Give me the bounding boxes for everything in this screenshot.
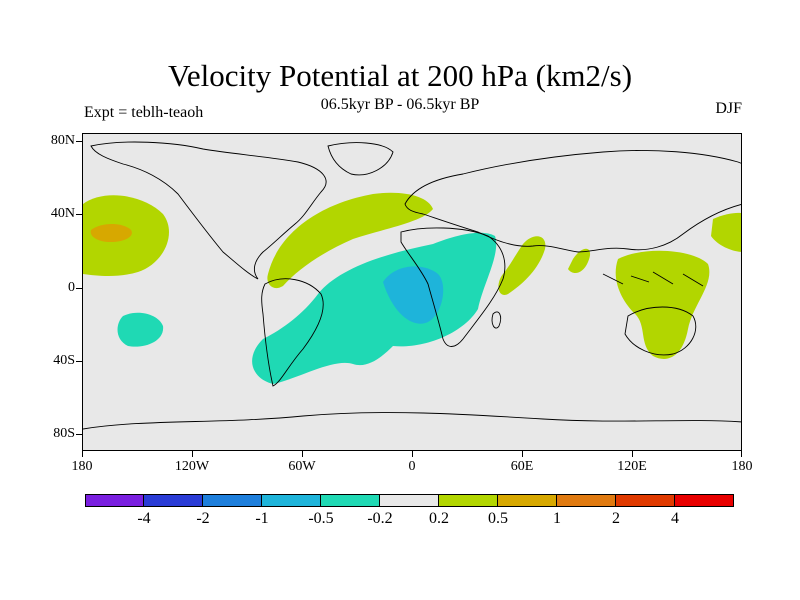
colorbar-label: 0.5 xyxy=(488,510,508,527)
y-tick xyxy=(76,434,82,435)
colorbar-segment xyxy=(557,494,616,507)
colorbar-label: 4 xyxy=(671,510,679,527)
coast-europe-asia xyxy=(404,150,741,253)
colorbar-label: 2 xyxy=(612,510,620,527)
colorbar-segment xyxy=(616,494,675,507)
coastlines xyxy=(83,141,741,430)
colorbar-segment xyxy=(262,494,321,507)
region-india-positive xyxy=(568,248,591,274)
region-maritime-continent-positive xyxy=(615,250,710,359)
x-axis-label: 120E xyxy=(617,459,647,474)
y-axis-label: 40S xyxy=(53,353,75,368)
x-tick xyxy=(522,451,523,457)
coast-madagascar xyxy=(491,311,502,329)
y-tick xyxy=(76,214,82,215)
x-axis-label: 60W xyxy=(288,459,316,474)
y-axis-label: 0 xyxy=(68,280,75,295)
coast-greenland xyxy=(327,142,394,176)
x-tick xyxy=(412,451,413,457)
colorbar-segment xyxy=(439,494,498,507)
coast-australia xyxy=(624,306,697,356)
colorbar xyxy=(85,494,734,507)
colorbar-label: 1 xyxy=(553,510,561,527)
y-axis-label: 80N xyxy=(50,133,75,148)
map-svg xyxy=(83,134,741,450)
coast-indonesia xyxy=(602,271,704,287)
colorbar-label: -4 xyxy=(137,510,151,527)
x-axis-label: 60E xyxy=(510,459,534,474)
colorbar-segment xyxy=(675,494,734,507)
x-tick xyxy=(741,451,742,457)
season-label: DJF xyxy=(715,100,742,117)
coast-south-america xyxy=(261,278,324,387)
plot-subtitle: 06.5kyr BP - 06.5kyr BP xyxy=(320,96,480,113)
colorbar-label: -0.2 xyxy=(367,510,393,527)
plot-title: Velocity Potential at 200 hPa (km2/s) xyxy=(167,58,633,93)
colorbar-segment xyxy=(203,494,262,507)
x-tick xyxy=(82,451,83,457)
coast-north-america xyxy=(90,141,327,280)
x-axis-label: 180 xyxy=(71,459,93,474)
colorbar-label: 0.2 xyxy=(429,510,449,527)
y-axis-label: 40N xyxy=(50,206,75,221)
coast-africa xyxy=(400,227,506,347)
colorbar-label: -0.5 xyxy=(308,510,334,527)
region-north-atlantic-positive xyxy=(267,192,433,289)
colorbar-segment xyxy=(144,494,203,507)
region-south-atlantic-negative xyxy=(252,232,497,384)
x-axis-label: 180 xyxy=(731,459,753,474)
region-central-north-pacific-core xyxy=(90,224,132,242)
x-tick xyxy=(192,451,193,457)
x-axis-label: 0 xyxy=(408,459,416,474)
region-central-africa-negative xyxy=(383,266,444,324)
x-axis-label: 120W xyxy=(174,459,210,474)
x-tick xyxy=(302,451,303,457)
colorbar-segment xyxy=(321,494,380,507)
y-tick xyxy=(76,288,82,289)
coast-antarctica xyxy=(83,412,741,430)
colorbar-label: -1 xyxy=(255,510,269,527)
region-indian-ocean-positive xyxy=(498,236,546,295)
y-tick xyxy=(76,361,82,362)
map-panel xyxy=(82,133,742,451)
colorbar-segment xyxy=(380,494,439,507)
y-tick xyxy=(76,141,82,142)
colorbar-label: -2 xyxy=(196,510,210,527)
x-tick xyxy=(632,451,633,457)
y-axis-label: 80S xyxy=(53,426,75,441)
region-west-pacific-positive xyxy=(711,212,741,252)
colorbar-segment xyxy=(85,494,144,507)
experiment-label: Expt = teblh-teaoh xyxy=(84,104,204,121)
region-south-pacific-negative xyxy=(117,312,164,347)
colorbar-segment xyxy=(498,494,557,507)
